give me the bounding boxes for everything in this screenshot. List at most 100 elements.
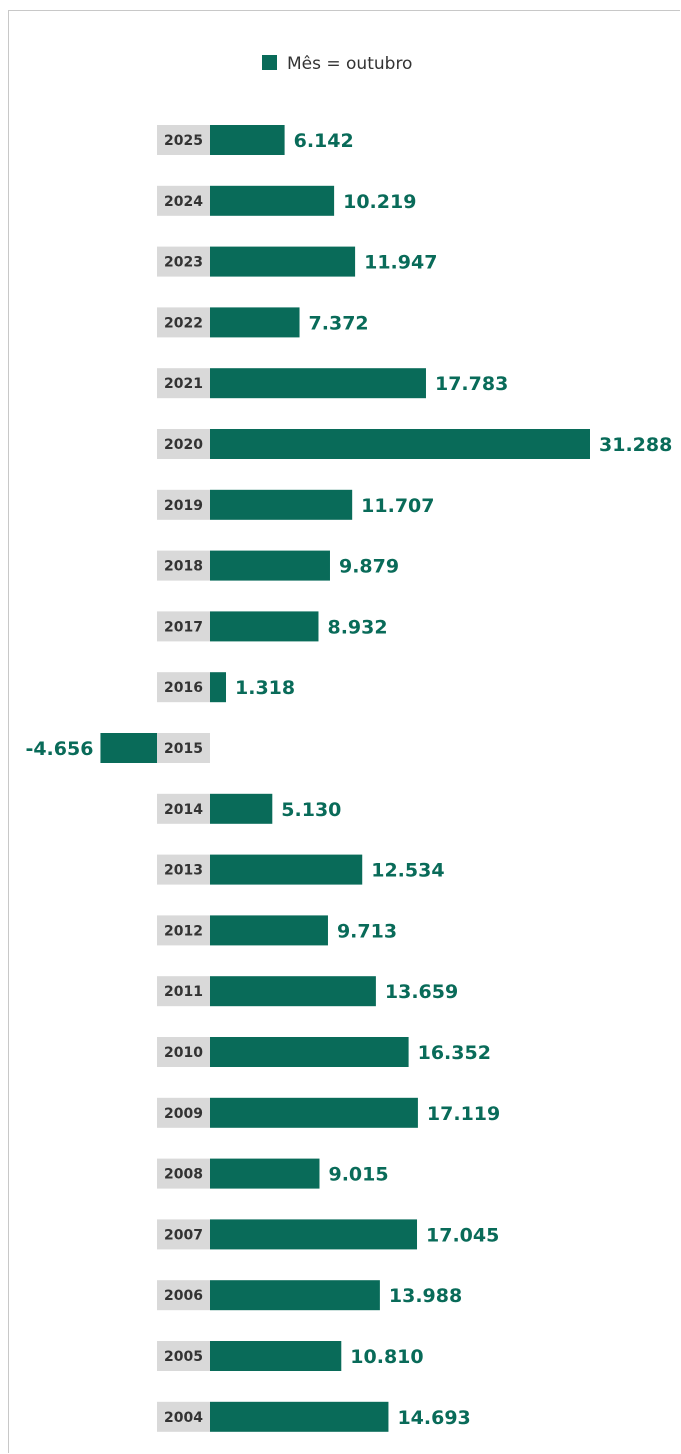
bar-row-2021: 2021 17.783 <box>157 368 508 399</box>
bar-row-2018: 2018 9.879 <box>157 550 399 581</box>
chart-frame <box>8 10 680 1453</box>
value-label: 10.219 <box>343 191 416 213</box>
bar <box>210 550 330 581</box>
year-label: 2014 <box>164 802 203 818</box>
year-label: 2015 <box>164 741 203 757</box>
bar <box>210 1037 409 1067</box>
year-label-box <box>157 1341 210 1371</box>
bar-row-2008: 2008 9.015 <box>157 1158 389 1189</box>
year-label: 2017 <box>164 619 203 635</box>
value-label: 17.783 <box>435 373 508 395</box>
bar-row-2011: 2011 13.659 <box>157 976 458 1007</box>
year-label: 2005 <box>164 1349 203 1365</box>
year-label-box <box>157 1097 210 1128</box>
bar-row-2024: 2024 10.219 <box>157 185 416 216</box>
year-label-box <box>157 429 210 459</box>
year-label-box <box>157 733 210 763</box>
value-label: 13.659 <box>385 981 458 1003</box>
value-label: 7.372 <box>309 312 369 334</box>
year-label-box <box>157 1037 210 1067</box>
bar <box>210 368 426 399</box>
bar <box>210 854 363 885</box>
year-label-box <box>157 611 210 642</box>
year-label-box <box>157 550 210 581</box>
year-label-box <box>157 246 210 277</box>
value-label: 1.318 <box>235 677 295 699</box>
year-label-box <box>157 125 210 155</box>
value-label: 9.879 <box>339 556 399 578</box>
value-label: 9.015 <box>328 1164 388 1186</box>
bar-row-2007: 2007 17.045 <box>157 1219 499 1250</box>
bar-row-2019: 2019 11.707 <box>157 489 435 520</box>
value-label: 17.119 <box>427 1103 500 1125</box>
bar-row-2012: 2012 9.713 <box>157 915 397 946</box>
bar-row-2014: 2014 5.130 <box>157 793 341 824</box>
year-label-box <box>157 793 210 824</box>
value-label: 6.142 <box>294 130 354 152</box>
bar <box>210 307 300 338</box>
year-label: 2022 <box>164 315 203 331</box>
bar-row-2017: 2017 8.932 <box>157 611 388 642</box>
bar <box>210 125 285 155</box>
year-label: 2012 <box>164 923 203 939</box>
bar <box>210 1280 380 1311</box>
year-label-box <box>157 915 210 946</box>
year-label: 2023 <box>164 255 203 271</box>
year-label: 2006 <box>164 1288 203 1304</box>
value-label: 5.130 <box>281 799 341 821</box>
value-label: 12.534 <box>371 860 444 882</box>
legend: Mês = outubro <box>262 54 412 74</box>
year-label: 2018 <box>164 559 203 575</box>
year-label: 2025 <box>164 133 203 149</box>
bar <box>210 1097 418 1128</box>
bar-row-2016: 2016 1.318 <box>157 672 295 703</box>
year-label-box <box>157 976 210 1007</box>
year-label-box <box>157 1280 210 1311</box>
value-label: 9.713 <box>337 920 397 942</box>
bar-row-2023: 2023 11.947 <box>157 246 437 277</box>
value-label: 16.352 <box>418 1042 491 1064</box>
bar <box>210 429 590 459</box>
value-label: 11.707 <box>361 495 434 517</box>
value-label: 31.288 <box>599 434 672 456</box>
value-label: 14.693 <box>397 1407 470 1429</box>
bar <box>210 1401 389 1432</box>
bar-row-2009: 2009 17.119 <box>157 1097 500 1128</box>
bar <box>210 793 273 824</box>
year-label: 2009 <box>164 1106 203 1122</box>
value-label: 11.947 <box>364 252 437 274</box>
year-label-box <box>157 368 210 399</box>
bar <box>210 489 353 520</box>
bar-row-2004: 2004 14.693 <box>157 1401 471 1432</box>
year-label: 2007 <box>164 1227 203 1243</box>
bar <box>210 611 319 642</box>
year-label: 2008 <box>164 1167 203 1183</box>
year-label: 2011 <box>164 984 203 1000</box>
year-label: 2021 <box>164 376 203 392</box>
legend-swatch <box>262 55 277 70</box>
bar <box>210 185 335 216</box>
bar <box>210 915 328 946</box>
year-label: 2013 <box>164 863 203 879</box>
bar <box>210 1158 320 1189</box>
bar <box>210 1219 418 1250</box>
value-label: 8.932 <box>327 616 387 638</box>
bar <box>210 1341 342 1371</box>
bar-row-2013: 2013 12.534 <box>157 854 445 885</box>
value-label: 17.045 <box>426 1224 499 1246</box>
bar <box>210 976 376 1007</box>
year-label-box <box>157 185 210 216</box>
year-label-box <box>157 1401 210 1432</box>
year-label: 2024 <box>164 194 203 210</box>
year-label-box <box>157 854 210 885</box>
value-label: -4.656 <box>25 738 93 760</box>
year-label-box <box>157 307 210 338</box>
bar-row-2022: 2022 7.372 <box>157 307 369 338</box>
bar <box>210 246 356 277</box>
value-label: 13.988 <box>389 1285 462 1307</box>
year-label: 2004 <box>164 1410 203 1426</box>
year-label-box <box>157 1219 210 1250</box>
bar-row-2006: 2006 13.988 <box>157 1280 462 1311</box>
bar-row-2015: 2015 -4.656 <box>25 733 210 763</box>
